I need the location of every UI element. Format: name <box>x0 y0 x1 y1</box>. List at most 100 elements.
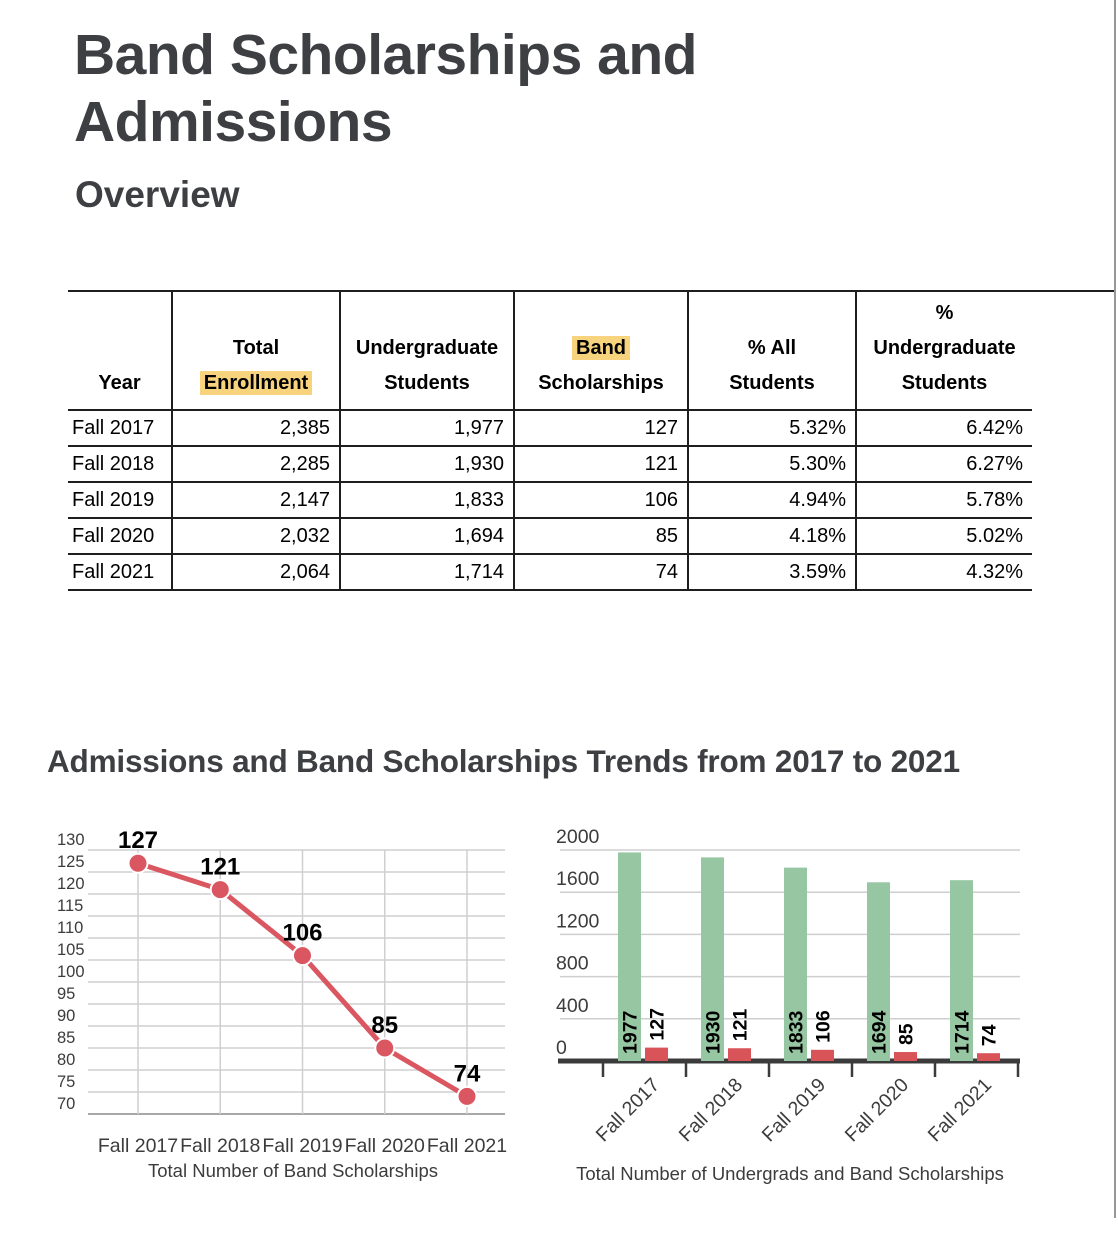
x-tick-label: Fall 2020 <box>841 1074 913 1146</box>
table-body: Fall 2017 2,385 1,977 127 5.32% 6.42% Fall 201… <box>68 410 1032 591</box>
highlighted-text: Band <box>572 336 630 360</box>
bar-scholarships <box>811 1049 834 1061</box>
table-row: Fall 2017 2,385 1,977 127 5.32% 6.42% <box>68 410 1032 447</box>
y-tick-label: 75 <box>57 1073 75 1091</box>
table-cell-year: Fall 2019 <box>68 482 172 519</box>
data-point-marker <box>127 852 149 874</box>
table-cell-value: 4.32% <box>855 554 1032 591</box>
y-tick-label: 100 <box>57 963 85 981</box>
y-tick-label: 400 <box>556 995 589 1017</box>
data-point-label: 121 <box>200 854 240 881</box>
y-tick-label: 120 <box>57 875 85 893</box>
table-header-cell: % Undergraduate Students <box>855 290 1032 411</box>
table-row: Fall 2019 2,147 1,833 106 4.94% 5.78% <box>68 482 1032 519</box>
header-text: Students <box>901 372 988 394</box>
bar-scholarships <box>645 1047 668 1061</box>
line-chart: 130 125 120 115 110 105 100 95 90 85 80 75 70 Fall 20… <box>57 827 507 1181</box>
y-tick-label: 105 <box>57 941 85 959</box>
y-tick-label: 85 <box>57 1029 75 1047</box>
table-cell-value: 5.30% <box>687 446 856 483</box>
y-tick-label: 115 <box>57 897 83 915</box>
table-cell-value: 74 <box>513 554 688 591</box>
x-tick-label: Fall 2017 <box>98 1135 178 1157</box>
bar-scholarships <box>728 1048 751 1061</box>
table-head: Year Total Enrollment Undergraduate Students… <box>68 290 1032 411</box>
x-tick-label: Fall 2021 <box>924 1074 996 1146</box>
table-cell-value: 2,032 <box>171 518 340 555</box>
bar-value-label: 1977 <box>620 1011 642 1054</box>
header-text: % <box>935 302 954 324</box>
y-tick-label: 110 <box>57 919 83 937</box>
y-tick-label: 70 <box>57 1095 75 1113</box>
y-tick-label: 130 <box>57 831 85 849</box>
data-point-marker <box>456 1085 478 1107</box>
bar-undergrads <box>867 882 890 1061</box>
y-tick-label: 125 <box>57 853 85 871</box>
table-cell-year: Fall 2021 <box>68 554 172 591</box>
highlighted-text: Enrollment <box>199 371 313 395</box>
table-cell-value: 2,285 <box>171 446 340 483</box>
table-row: Fall 2018 2,285 1,930 121 5.30% 6.27% <box>68 446 1032 483</box>
table-cell-year: Fall 2020 <box>68 518 172 555</box>
table-cell-value: 1,833 <box>339 482 514 519</box>
bar-value-label: 127 <box>647 1008 669 1041</box>
section-heading: Admissions and Band Scholarships Trends … <box>47 743 960 779</box>
y-tick-label: 1600 <box>556 868 600 890</box>
data-point-label: 106 <box>282 920 322 947</box>
table-cell-value: 1,930 <box>339 446 514 483</box>
bar-undergrads <box>701 857 724 1061</box>
table-cell-year: Fall 2017 <box>68 410 172 447</box>
table-header-row: Year Total Enrollment Undergraduate Students… <box>68 290 1032 411</box>
x-tick-label: Fall 2020 <box>345 1135 425 1157</box>
table-cell-value: 121 <box>513 446 688 483</box>
overview-table: Year Total Enrollment Undergraduate Students… <box>68 290 1032 591</box>
overview-table-container: Year Total Enrollment Undergraduate Students… <box>68 290 1032 591</box>
table-cell-value: 5.78% <box>855 482 1032 519</box>
table-header-cell: Band Scholarships <box>513 290 688 411</box>
bar-value-label: 1694 <box>869 1010 891 1054</box>
table-cell-value: 6.27% <box>855 446 1032 483</box>
header-text: Undergraduate <box>355 337 499 359</box>
table-header-cell: Year <box>68 290 172 411</box>
table-cell-value: 4.18% <box>687 518 856 555</box>
chart-caption: Total Number of Band Scholarships <box>148 1160 438 1181</box>
table-cell-value: 5.32% <box>687 410 856 447</box>
data-point-marker <box>292 945 313 967</box>
header-text: Year <box>98 372 141 394</box>
data-point-marker <box>209 879 231 901</box>
bar-value-label: 1714 <box>952 1010 974 1054</box>
header-text: Undergraduate <box>873 337 1016 359</box>
table-cell-value: 5.02% <box>855 518 1032 555</box>
bar-undergrads <box>950 880 973 1061</box>
table-cell-value: 3.59% <box>687 554 856 591</box>
page-edge-line <box>1114 0 1116 1218</box>
table-cell-value: 6.42% <box>855 410 1032 447</box>
x-tick-label: Fall 2019 <box>262 1135 342 1157</box>
y-tick-label: 0 <box>556 1037 567 1059</box>
chart-caption: Total Number of Undergrads and Band Scho… <box>576 1163 1004 1184</box>
document-title: Band Scholarships and Admissions <box>74 23 697 154</box>
data-point-label: 85 <box>371 1012 398 1039</box>
bar-value-label: 85 <box>896 1023 918 1045</box>
y-tick-label: 1200 <box>556 910 600 932</box>
y-tick-label: 95 <box>57 985 75 1003</box>
table-cell-value: 1,714 <box>339 554 514 591</box>
y-tick-label: 2000 <box>556 826 600 848</box>
header-text: Students <box>384 372 470 394</box>
table-cell-value: 2,147 <box>171 482 340 519</box>
x-tick-label: Fall 2018 <box>180 1135 260 1157</box>
x-tick-label: Fall 2021 <box>427 1135 507 1157</box>
header-text: Scholarships <box>538 372 664 394</box>
x-tick-label: Fall 2017 <box>592 1074 664 1146</box>
x-tick-label: Fall 2019 <box>758 1074 830 1146</box>
y-tick-label: 90 <box>57 1007 75 1025</box>
table-cell-value: 1,977 <box>339 410 514 447</box>
table-cell-value: 2,064 <box>171 554 340 591</box>
table-cell-value: 127 <box>513 410 688 447</box>
table-header-cell: % All Students <box>687 290 856 411</box>
table-header-cell: Undergraduate Students <box>339 290 514 411</box>
bar-scholarships <box>894 1052 917 1061</box>
bar-undergrads <box>618 852 641 1061</box>
table-cell-value: 1,694 <box>339 518 514 555</box>
